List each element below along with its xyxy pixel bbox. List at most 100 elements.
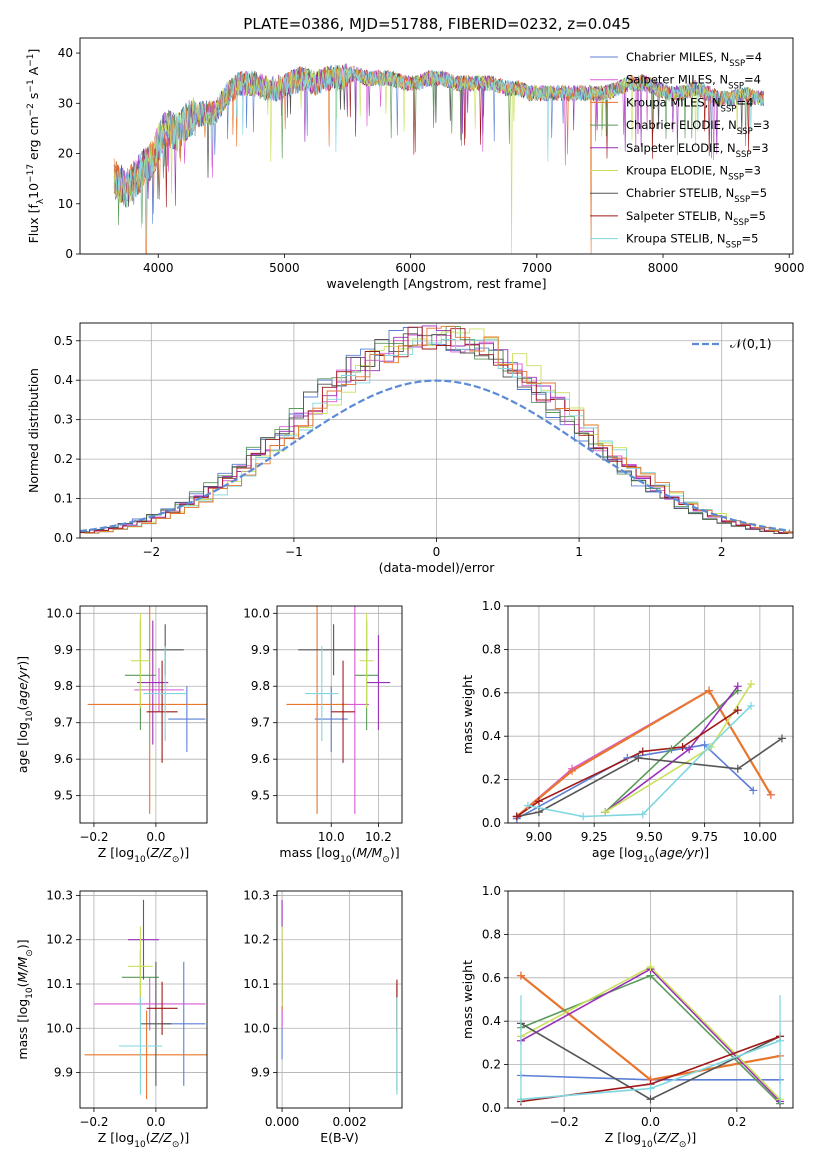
- spectrum-line: [113, 64, 764, 254]
- x-axis-label: Z [log10(Z/Z⊙)]: [98, 1130, 189, 1150]
- x-tick-label: −0.2: [79, 1115, 108, 1129]
- weight-point: [678, 743, 687, 752]
- axes-frame: [79, 890, 208, 1109]
- y-tick-label: 0.4: [54, 373, 73, 387]
- legend-text: Chabrier STELIB, N: [626, 186, 734, 200]
- y-tick-label: 10.1: [46, 977, 73, 991]
- y-tick-label: 10.0: [46, 606, 73, 620]
- weight-point: [733, 706, 742, 715]
- weight-point: [579, 812, 588, 821]
- label-part: −2: [26, 103, 36, 116]
- axes-frame: [507, 605, 794, 824]
- y-tick-label: 9.9: [54, 1066, 73, 1080]
- legend-text: =3: [752, 141, 769, 155]
- y-tick-label: 9.9: [251, 1066, 270, 1080]
- label-part: age [: [592, 845, 624, 860]
- axes-frame: [79, 322, 794, 539]
- y-tick-label: 0.2: [54, 452, 73, 466]
- x-tick-label: 10.0: [318, 830, 345, 844]
- label-part: (: [654, 845, 659, 860]
- y-tick-label: 0.8: [482, 927, 501, 941]
- label-part: age/yr: [15, 665, 30, 706]
- x-tick-label: 4000: [143, 261, 174, 275]
- legend-text: =3: [753, 118, 770, 132]
- label-part: log: [15, 722, 30, 741]
- y-axis-label: mass weight: [460, 960, 475, 1039]
- y-tick-label: 9.8: [54, 679, 73, 693]
- legend-label-normal: 𝒩(0,1): [730, 336, 772, 351]
- label-part: wavelength [Angstrom, rest frame]: [326, 276, 546, 291]
- x-axis-label: wavelength [Angstrom, rest frame]: [326, 276, 546, 291]
- y-axis-label: Flux [fλ10−17 erg cm−2 s−1 A−1]: [26, 49, 46, 244]
- label-part: log: [115, 845, 134, 860]
- label-part: Z/Z: [150, 845, 173, 860]
- x-axis-label: Z [log10(Z/Z⊙)]: [605, 1130, 696, 1150]
- label-part: )]: [15, 656, 30, 666]
- y-tick-label: 9.9: [54, 643, 73, 657]
- weight-point: [568, 766, 577, 775]
- label-part: 10: [26, 183, 41, 199]
- histogram-series: [84, 328, 793, 534]
- label-part: )]: [179, 1130, 189, 1145]
- label-part: Z [: [98, 845, 115, 860]
- weight-point: [747, 680, 756, 689]
- legend-text: =4: [745, 50, 762, 64]
- y-tick-label: 9.9: [251, 643, 270, 657]
- x-tick-label: 0.002: [332, 1115, 366, 1129]
- legend-text: Chabrier MILES, N: [626, 50, 729, 64]
- x-tick-label: −2: [142, 545, 160, 559]
- label-part: (: [653, 1130, 658, 1145]
- y-axis-label: mass weight: [460, 675, 475, 754]
- axes-frame: [79, 605, 208, 824]
- y-tick-label: 9.8: [251, 679, 270, 693]
- label-part: 10: [340, 855, 352, 865]
- legend-subscript: SSP: [728, 82, 744, 92]
- legend-text: =5: [741, 232, 758, 246]
- y-tick-label: 0.4: [482, 729, 501, 743]
- y-tick-label: 10: [58, 197, 73, 211]
- y-tick-label: 0.6: [482, 971, 501, 985]
- axes-frame: [507, 890, 794, 1109]
- weight-point: [638, 810, 647, 819]
- y-tick-label: 9.5: [251, 789, 270, 803]
- spectrum-lines: [113, 63, 765, 254]
- weight-point: [646, 1095, 655, 1104]
- y-tick-label: 10.0: [243, 1021, 270, 1035]
- x-tick-label: −1: [285, 545, 303, 559]
- weight-point: [733, 764, 742, 773]
- y-axis-label: age [log10(age/yr)]: [15, 656, 35, 773]
- label-part: log: [321, 845, 340, 860]
- label-part: )]: [686, 1130, 696, 1145]
- y-tick-label: 10.3: [243, 888, 270, 902]
- weight-point: [777, 734, 786, 743]
- y-tick-label: 20: [58, 147, 73, 161]
- y-tick-label: 0.4: [482, 1014, 501, 1028]
- y-tick-label: 0.2: [482, 1058, 501, 1072]
- legend-label: Salpeter STELIB, NSSP=5: [626, 209, 766, 228]
- label-part: log: [622, 1130, 641, 1145]
- weight-point: [534, 808, 543, 817]
- x-tick-label: 2: [718, 545, 726, 559]
- legend-text: Kroupa STELIB, N: [626, 232, 726, 246]
- y-tick-label: 10.2: [46, 933, 73, 947]
- label-part: Z/Z: [150, 1130, 173, 1145]
- label-part: Z/Z: [657, 1130, 680, 1145]
- y-tick-label: 0.1: [54, 492, 73, 506]
- x-tick-label: −0.2: [79, 830, 108, 844]
- legend-subscript: SSP: [729, 59, 745, 69]
- x-tick-label: −0.2: [550, 1115, 579, 1129]
- spectrum-line: [113, 66, 764, 254]
- label-part: Z [: [98, 1130, 115, 1145]
- legend-text: =4: [744, 73, 761, 87]
- weight-point: [634, 753, 643, 762]
- label-part: mass weight: [460, 675, 475, 754]
- histogram-steps: [80, 325, 793, 534]
- y-tick-label: 0.2: [482, 773, 501, 787]
- label-part: log: [115, 1130, 134, 1145]
- y-tick-label: 0.6: [482, 686, 501, 700]
- x-tick-label: 0.2: [727, 1115, 746, 1129]
- errorbar-group: [84, 899, 207, 1100]
- legend-label: Chabrier MILES, NSSP=4: [626, 50, 762, 69]
- label-part: 10: [25, 710, 35, 722]
- axes-frame: [276, 890, 403, 1109]
